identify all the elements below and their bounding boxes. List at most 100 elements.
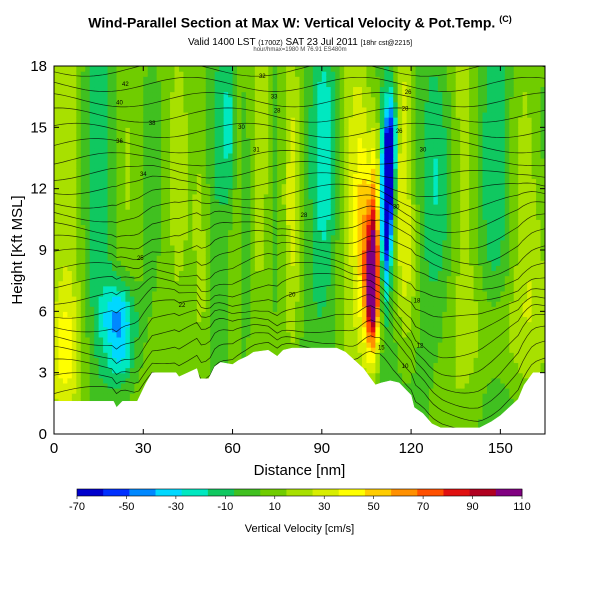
- velocity-cell: [344, 183, 350, 190]
- velocity-cell: [62, 168, 68, 174]
- velocity-cell: [411, 158, 417, 164]
- velocity-cell: [183, 285, 189, 292]
- velocity-cell: [281, 244, 287, 251]
- velocity-cell: [303, 229, 310, 236]
- velocity-cell: [147, 66, 153, 72]
- velocity-cell: [321, 250, 327, 256]
- velocity-cell: [107, 234, 113, 241]
- velocity-cell: [147, 290, 153, 297]
- velocity-cell: [308, 81, 314, 88]
- velocity-cell: [277, 214, 283, 220]
- velocity-cell: [379, 290, 385, 297]
- velocity-cell: [125, 229, 131, 236]
- velocity-cell: [71, 290, 77, 297]
- velocity-cell: [178, 306, 185, 312]
- velocity-cell: [210, 127, 216, 134]
- velocity-cell: [178, 112, 185, 118]
- velocity-cell: [259, 132, 265, 139]
- velocity-cell: [317, 147, 323, 154]
- velocity-cell: [339, 76, 345, 82]
- velocity-cell: [129, 81, 135, 88]
- velocity-cell: [80, 382, 86, 389]
- velocity-cell: [357, 234, 363, 241]
- velocity-cell: [187, 158, 193, 164]
- velocity-cell: [250, 91, 256, 98]
- velocity-cell: [178, 188, 185, 195]
- velocity-cell: [76, 142, 82, 149]
- velocity-cell: [178, 290, 185, 297]
- velocity-cell: [138, 285, 144, 292]
- velocity-cell: [290, 224, 296, 231]
- velocity-cell: [201, 352, 207, 358]
- velocity-cell: [103, 301, 109, 307]
- velocity-cell: [80, 106, 86, 113]
- velocity-cell: [348, 183, 354, 190]
- velocity-cell: [183, 244, 189, 251]
- velocity-cell: [161, 352, 167, 358]
- velocity-cell: [254, 158, 260, 164]
- velocity-cell: [339, 198, 345, 205]
- velocity-cell: [223, 183, 229, 190]
- velocity-cell: [272, 275, 278, 282]
- velocity-cell: [411, 234, 417, 241]
- velocity-cell: [366, 362, 372, 369]
- velocity-cell: [219, 260, 225, 266]
- velocity-cell: [187, 147, 193, 154]
- velocity-cell: [134, 388, 140, 394]
- velocity-cell: [134, 198, 140, 205]
- velocity-cell: [361, 163, 368, 169]
- velocity-cell: [116, 137, 122, 144]
- velocity-cell: [250, 209, 256, 215]
- velocity-cell: [263, 244, 269, 251]
- velocity-cell: [241, 106, 247, 113]
- velocity-cell: [170, 163, 176, 169]
- velocity-cell: [178, 91, 185, 98]
- velocity-cell: [353, 117, 359, 123]
- velocity-cell: [295, 112, 301, 118]
- velocity-cell: [241, 280, 247, 287]
- velocity-cell: [290, 250, 296, 256]
- velocity-cell: [174, 255, 180, 261]
- velocity-cell: [116, 362, 122, 369]
- velocity-cell: [330, 198, 336, 205]
- velocity-cell: [353, 71, 359, 77]
- velocity-cell: [277, 229, 283, 236]
- velocity-cell: [415, 377, 421, 384]
- velocity-cell: [357, 106, 363, 113]
- velocity-cell: [103, 382, 109, 389]
- velocity-cell: [344, 336, 350, 343]
- velocity-cell: [348, 96, 354, 103]
- velocity-cell: [58, 377, 64, 384]
- velocity-cell: [308, 188, 314, 195]
- velocity-cell: [326, 234, 332, 241]
- velocity-cell: [361, 326, 368, 333]
- velocity-cell: [384, 158, 390, 164]
- velocity-cell: [254, 331, 260, 338]
- velocity-cell: [277, 183, 283, 190]
- velocity-cell: [210, 306, 216, 312]
- velocity-cell: [286, 163, 292, 169]
- velocity-cell: [295, 331, 301, 338]
- velocity-cell: [228, 204, 234, 210]
- velocity-cell: [112, 188, 118, 195]
- velocity-cell: [321, 224, 327, 231]
- velocity-cell: [107, 316, 113, 323]
- velocity-cell: [174, 198, 180, 205]
- velocity-cell: [223, 142, 229, 149]
- velocity-cell: [112, 204, 118, 210]
- velocity-cell: [54, 76, 60, 82]
- velocity-cell: [210, 244, 216, 251]
- velocity-cell: [76, 96, 82, 103]
- velocity-cell: [120, 301, 127, 307]
- velocity-cell: [259, 229, 265, 236]
- velocity-cell: [138, 352, 144, 358]
- velocity-cell: [406, 367, 412, 374]
- velocity-cell: [103, 265, 109, 272]
- velocity-cell: [71, 306, 77, 312]
- velocity-cell: [196, 183, 202, 190]
- velocity-cell: [58, 290, 64, 297]
- velocity-cell: [120, 152, 127, 159]
- velocity-cell: [357, 158, 363, 164]
- velocity-cell: [112, 81, 118, 88]
- velocity-cell: [263, 132, 269, 139]
